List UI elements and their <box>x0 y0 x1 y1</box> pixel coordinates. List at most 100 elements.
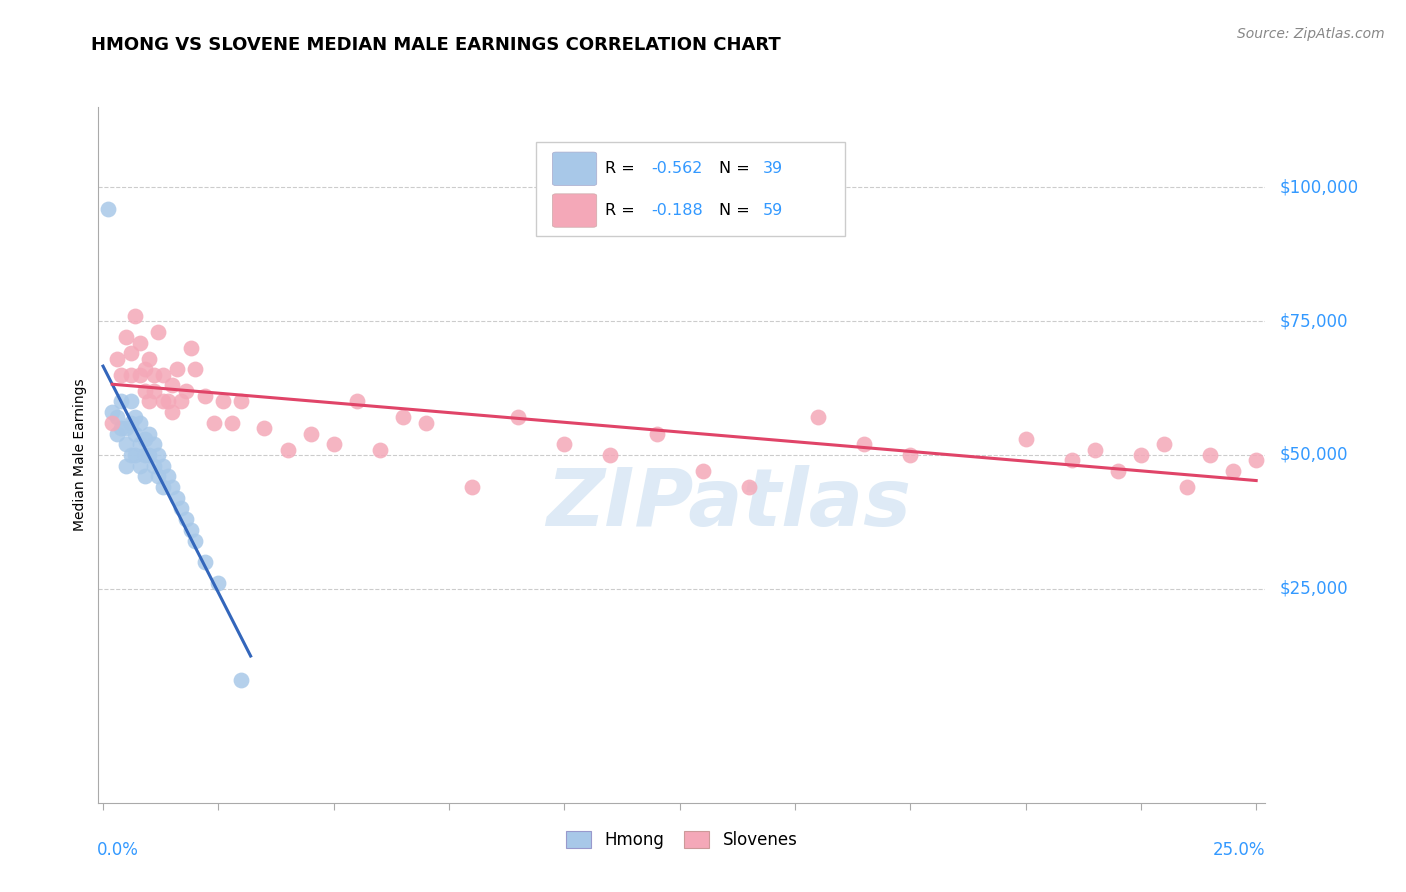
Text: 59: 59 <box>762 203 783 218</box>
Point <box>368 442 391 457</box>
Point <box>148 448 170 462</box>
Point <box>129 437 152 451</box>
Point <box>120 346 142 360</box>
Point <box>110 394 132 409</box>
Text: HMONG VS SLOVENE MEDIAN MALE EARNINGS CORRELATION CHART: HMONG VS SLOVENE MEDIAN MALE EARNINGS CO… <box>91 36 782 54</box>
Point <box>110 368 132 382</box>
Point <box>231 394 253 409</box>
Point <box>1175 480 1198 494</box>
Point <box>160 480 183 494</box>
FancyBboxPatch shape <box>536 142 845 235</box>
Point <box>115 330 138 344</box>
Point <box>134 432 156 446</box>
Point <box>180 523 202 537</box>
Point <box>202 416 225 430</box>
Point <box>138 426 160 441</box>
Point <box>1084 442 1107 457</box>
Point <box>105 410 128 425</box>
Point <box>170 501 193 516</box>
Point <box>299 426 322 441</box>
Point <box>221 416 243 430</box>
Point <box>129 335 152 350</box>
Point <box>120 416 142 430</box>
Point <box>207 576 229 591</box>
Y-axis label: Median Male Earnings: Median Male Earnings <box>73 378 87 532</box>
Point <box>898 448 921 462</box>
Point <box>156 469 179 483</box>
Point <box>134 469 156 483</box>
Point <box>120 448 142 462</box>
Point <box>152 480 174 494</box>
Point <box>1107 464 1129 478</box>
Point <box>277 442 299 457</box>
Text: $50,000: $50,000 <box>1279 446 1348 464</box>
Point <box>156 394 179 409</box>
Point <box>212 394 235 409</box>
Point <box>599 448 621 462</box>
Point <box>1153 437 1175 451</box>
Point <box>184 533 207 548</box>
Point <box>807 410 830 425</box>
FancyBboxPatch shape <box>553 153 596 186</box>
Point <box>105 426 128 441</box>
Point <box>346 394 368 409</box>
Point <box>134 384 156 398</box>
Point <box>120 394 142 409</box>
Text: -0.188: -0.188 <box>651 203 703 218</box>
Point <box>184 362 207 376</box>
Point <box>124 426 146 441</box>
Point <box>738 480 761 494</box>
Point <box>124 448 146 462</box>
FancyBboxPatch shape <box>553 194 596 227</box>
Text: 25.0%: 25.0% <box>1213 841 1265 859</box>
Point <box>160 378 183 392</box>
Point <box>115 421 138 435</box>
Point <box>152 394 174 409</box>
Point <box>253 421 276 435</box>
Point <box>645 426 668 441</box>
Point <box>138 448 160 462</box>
Point <box>142 384 165 398</box>
Point <box>142 437 165 451</box>
Point <box>115 437 138 451</box>
Point <box>1060 453 1083 467</box>
Point <box>180 341 202 355</box>
Point <box>124 410 146 425</box>
Legend: Hmong, Slovenes: Hmong, Slovenes <box>558 822 806 857</box>
Point <box>97 202 120 216</box>
Point <box>174 384 197 398</box>
Text: R =: R = <box>605 203 640 218</box>
Text: -0.562: -0.562 <box>651 161 703 177</box>
Point <box>461 480 484 494</box>
Point <box>101 405 124 419</box>
Point <box>322 437 344 451</box>
Point <box>508 410 530 425</box>
Text: 39: 39 <box>762 161 783 177</box>
Point <box>110 421 132 435</box>
Point <box>101 416 124 430</box>
Point <box>1129 448 1152 462</box>
Point <box>142 458 165 473</box>
Text: 0.0%: 0.0% <box>97 841 139 859</box>
Text: ZIPatlas: ZIPatlas <box>546 465 911 542</box>
Point <box>193 555 215 569</box>
Point <box>138 394 160 409</box>
Point <box>415 416 437 430</box>
Point <box>553 437 575 451</box>
Point <box>142 368 165 382</box>
Text: R =: R = <box>605 161 640 177</box>
Point <box>692 464 714 478</box>
Point <box>1222 464 1244 478</box>
Point <box>174 512 197 526</box>
Text: N =: N = <box>720 203 755 218</box>
Point <box>1014 432 1036 446</box>
Text: Source: ZipAtlas.com: Source: ZipAtlas.com <box>1237 27 1385 41</box>
Point <box>1199 448 1222 462</box>
Point <box>124 309 146 323</box>
Point <box>166 362 188 376</box>
Text: N =: N = <box>720 161 755 177</box>
Text: $75,000: $75,000 <box>1279 312 1348 330</box>
Point <box>129 416 152 430</box>
Point <box>129 458 152 473</box>
Point <box>129 368 152 382</box>
